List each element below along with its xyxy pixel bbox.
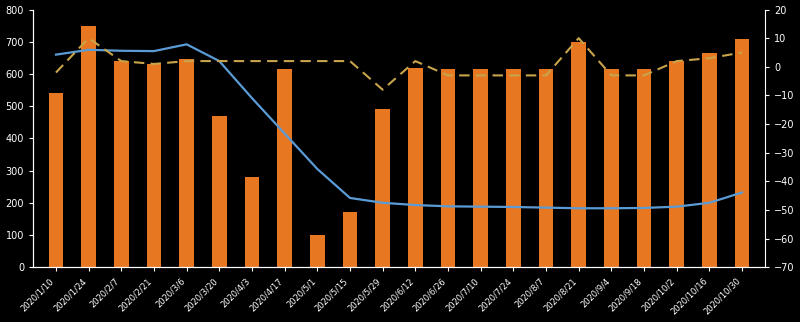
Bar <box>506 69 521 267</box>
Bar <box>278 69 292 267</box>
Bar <box>474 69 488 267</box>
Bar <box>82 26 96 267</box>
Bar <box>734 39 750 267</box>
Bar <box>408 68 422 267</box>
Bar <box>310 235 325 267</box>
Bar <box>702 53 717 267</box>
Bar <box>538 69 554 267</box>
Bar <box>212 116 226 267</box>
Bar <box>179 59 194 267</box>
Bar <box>375 109 390 267</box>
Bar <box>604 69 618 267</box>
Bar <box>637 69 651 267</box>
Bar <box>342 213 358 267</box>
Bar <box>670 61 684 267</box>
Bar <box>571 42 586 267</box>
Bar <box>146 64 162 267</box>
Bar <box>245 177 259 267</box>
Bar <box>114 61 129 267</box>
Bar <box>441 69 455 267</box>
Bar <box>49 93 63 267</box>
